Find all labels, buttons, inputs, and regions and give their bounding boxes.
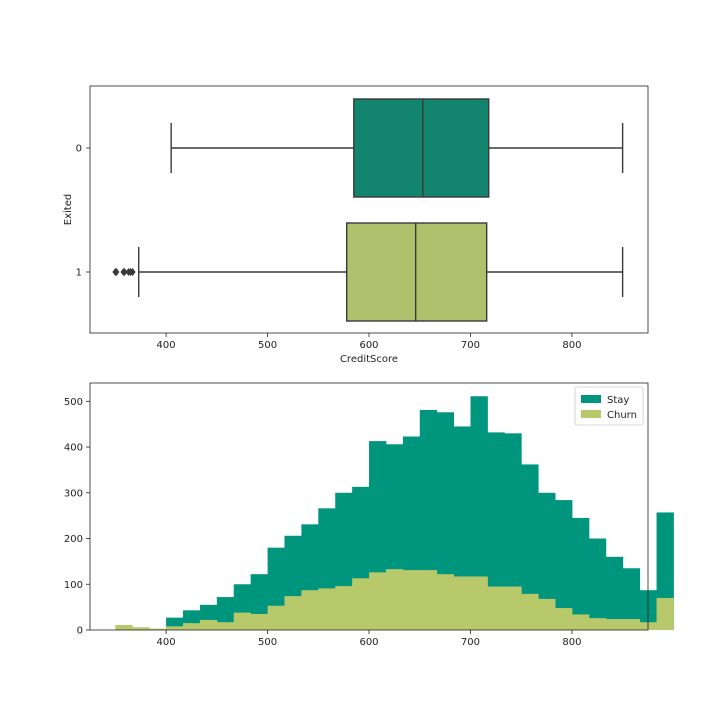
hist-bar-churn [335,586,353,630]
histogram-y-tick-label: 400 [64,443,83,454]
hist-bar-churn [149,628,167,630]
hist-bar-churn [369,572,387,630]
series-churn [115,569,674,630]
histogram-axes: 400 500 600 700 800 0 100 200 300 400 500 Stay Churn [64,382,674,648]
histogram-x-tick-label: 800 [562,637,581,648]
hist-bar-stay [572,517,590,630]
boxplot-x-tick-label: 500 [258,340,277,351]
histogram-y-tick-label: 500 [64,397,83,408]
legend-label: Churn [607,410,637,421]
hist-bar-stay [555,500,573,630]
histogram-y-tick-label: 0 [77,626,83,637]
hist-bar-churn [605,619,624,630]
boxplot-x-tick-label: 600 [359,340,378,351]
hist-bar-churn [115,624,133,630]
outlier-point [113,268,120,276]
histogram-y-tick-label: 200 [64,534,83,545]
hist-bar-churn [132,627,150,630]
hist-bar-stay [504,433,522,630]
hist-bar-stay [622,568,641,630]
boxplot-x-tick-label: 400 [157,340,176,351]
legend-swatch [581,395,601,403]
hist-bar-churn [436,574,455,630]
hist-bar-churn [555,608,573,630]
boxplot-y-tick-label: 0 [76,144,82,155]
hist-bar-churn [250,613,268,630]
boxplot-x-tick-label: 800 [562,340,581,351]
hist-bar-churn [572,614,590,630]
hist-bar-churn [656,597,674,630]
hist-bar-churn [233,612,252,630]
histogram-y-tick-label: 300 [64,488,83,499]
legend: Stay Churn [574,386,644,426]
boxplot-y-tick-label: 1 [76,268,82,279]
hist-bar-churn [352,578,370,630]
hist-bar-churn [419,570,438,630]
hist-bar-stay [538,492,556,630]
box-iqr [353,98,490,198]
histogram-x-tick-label: 400 [157,637,176,648]
hist-bar-churn [301,590,319,630]
hist-bar-churn [166,626,184,630]
hist-bar-churn [385,569,404,630]
hist-bar-stay [605,556,624,630]
hist-bar-churn [284,596,302,630]
histogram-x-tick-label: 600 [359,637,378,648]
boxplot-y-axis-label: Exited [63,194,74,225]
histogram-x-tick-label: 500 [258,637,277,648]
hist-bar-churn [216,622,235,630]
hist-bar-churn [183,623,201,630]
hist-bar-stay [487,432,505,630]
boxplot-x-axis-label: CreditScore [340,354,398,365]
hist-bar-stay [470,396,488,630]
box-1 [112,222,624,322]
hist-bar-churn [402,570,421,630]
hist-bar-churn [504,586,522,630]
box-0 [170,98,624,198]
hist-bar-churn [470,576,488,630]
hist-bar-stay [521,464,539,630]
legend-label: Stay [607,395,629,406]
hist-bar-churn [199,619,218,630]
hist-bar-stay [216,597,235,630]
box-iqr [345,222,488,322]
hist-bar-churn [267,605,285,630]
hist-bar-churn [318,588,336,630]
hist-bar-churn [521,593,539,630]
hist-bar-churn [622,619,641,630]
outlier-point [129,268,136,276]
hist-bar-churn [453,576,471,630]
hist-bar-churn [538,598,556,630]
boxplot-axes: 400 500 600 700 800 0 1 CreditScore Exited [63,85,649,365]
hist-bar-stay [588,538,607,630]
histogram-y-tick-label: 100 [64,580,83,591]
outlier-point [121,268,128,276]
hist-bar-churn [487,586,505,630]
legend-swatch [581,410,601,418]
histogram-x-tick-label: 700 [461,637,480,648]
boxplot-x-tick-label: 700 [461,340,480,351]
hist-bar-churn [588,618,607,630]
